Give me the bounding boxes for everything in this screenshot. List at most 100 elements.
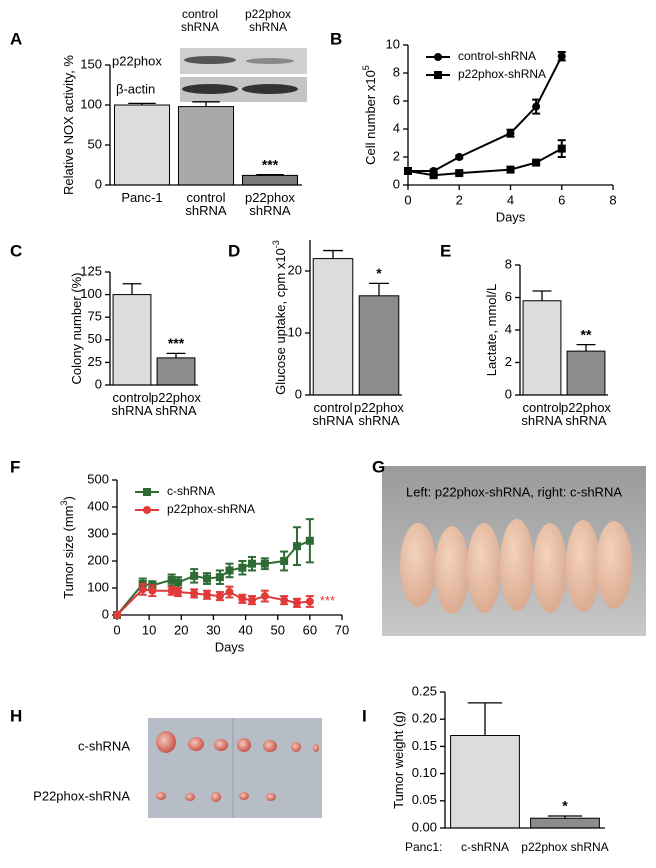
y-axis-label: Cell number x105 <box>361 65 378 165</box>
bar <box>522 300 562 396</box>
data-point <box>429 171 438 180</box>
bar <box>113 104 171 186</box>
data-point <box>557 144 566 153</box>
y-tick-label: 0.10 <box>412 765 437 780</box>
data-point <box>203 574 211 583</box>
significance-label: *** <box>262 156 279 172</box>
x-tick-label: control shRNA <box>521 400 563 428</box>
y-axis-label: Glucose uptake, cpm x10-3 <box>271 240 288 395</box>
y-tick-label: 8 <box>505 256 512 271</box>
y-tick-label: 50 <box>88 331 102 346</box>
y-tick-label: 6 <box>393 92 400 107</box>
data-point <box>190 589 199 598</box>
panel-letter: H <box>10 706 22 725</box>
y-axis-label-part: Tumor weight (g) <box>391 711 406 809</box>
y-tick-label: 20 <box>288 262 302 277</box>
y-axis-label-part: 3 <box>59 500 69 505</box>
y-tick-label: 6 <box>505 289 512 304</box>
data-point <box>305 536 314 545</box>
data-point <box>455 169 464 178</box>
x-prefix-label: Panc1: <box>405 840 442 854</box>
blot-row-label: β-actin <box>116 81 155 96</box>
y-axis-label: Tumor size (mm3) <box>59 496 76 599</box>
legend-marker <box>434 53 442 61</box>
y-axis-label: Colony number (%) <box>69 273 84 385</box>
series-line <box>408 55 563 172</box>
y-tick-label: 0.25 <box>412 683 437 698</box>
x-tick-label: 60 <box>303 622 317 637</box>
data-point <box>225 588 234 597</box>
x-tick-label: 4 <box>507 192 514 207</box>
y-tick-label: 0.20 <box>412 711 437 726</box>
legend-marker <box>143 488 151 496</box>
data-point <box>174 578 183 587</box>
x-tick-label: Panc-1 <box>121 190 162 205</box>
blot-column-label: p22phox shRNA <box>245 7 291 34</box>
x-tick-label: p22phox shRNA <box>151 390 201 418</box>
x-tick-label: 2 <box>456 192 463 207</box>
significance-label: * <box>376 265 382 281</box>
bar <box>112 294 152 386</box>
y-tick-label: 0.15 <box>412 738 437 753</box>
panel-letter: D <box>228 241 240 260</box>
data-point <box>225 566 234 575</box>
x-tick-label: p22phox shRNA <box>561 400 611 428</box>
y-tick-label: 8 <box>393 64 400 79</box>
data-point <box>404 167 412 175</box>
y-tick-label: 0 <box>95 176 102 191</box>
x-tick-label: 20 <box>174 622 188 637</box>
x-tick-label: control shRNA <box>185 190 227 218</box>
significance-label: * <box>562 798 568 814</box>
western-blot <box>180 48 307 102</box>
y-tick-label: 0.05 <box>412 792 437 807</box>
data-point <box>203 590 211 599</box>
panel-letter: C <box>10 241 22 260</box>
legend-marker <box>434 71 442 79</box>
y-tick-label: 0 <box>295 386 302 401</box>
x-tick-label: 10 <box>142 622 156 637</box>
significance-label: ** <box>581 326 592 342</box>
x-axis-label: Days <box>215 639 245 654</box>
data-point <box>167 575 176 584</box>
significance-label: *** <box>168 335 185 351</box>
blot-column-label: control shRNA <box>181 7 219 34</box>
data-point <box>215 592 224 601</box>
row-label: P22phox-shRNA <box>33 788 130 803</box>
legend-label: c-shRNA <box>167 484 215 498</box>
legend-label: control-shRNA <box>458 49 536 63</box>
y-tick-label: 0 <box>102 606 109 621</box>
y-tick-label: 100 <box>80 286 102 301</box>
y-axis-label-part: -3 <box>271 240 281 248</box>
y-tick-label: 300 <box>87 525 109 540</box>
x-tick-label: 40 <box>238 622 252 637</box>
x-tick-label: p22phox shRNA <box>354 400 404 428</box>
data-point <box>532 102 541 111</box>
data-point <box>248 559 256 568</box>
y-tick-label: 50 <box>88 136 102 151</box>
data-point <box>148 586 157 595</box>
data-point <box>215 573 224 582</box>
y-tick-label: 0 <box>95 376 102 391</box>
row-label: c-shRNA <box>78 738 130 753</box>
panel-letter: A <box>10 29 22 48</box>
x-tick-label: 30 <box>206 622 220 637</box>
bar <box>358 295 400 396</box>
bar <box>241 174 299 186</box>
data-point <box>113 611 121 619</box>
series-line <box>407 147 563 177</box>
data-point <box>190 571 199 580</box>
y-tick-label: 150 <box>80 56 102 71</box>
bar <box>530 817 600 829</box>
blot-row-label: p22phox <box>112 53 162 68</box>
x-tick-label: 50 <box>270 622 284 637</box>
y-axis-label-part: Cell number x10 <box>363 70 378 165</box>
data-point <box>138 585 147 594</box>
x-tick-label: p22phox shRNA <box>521 840 608 854</box>
x-tick-label: 6 <box>558 192 565 207</box>
y-axis-label-part: Lactate, mmol/L <box>484 284 499 377</box>
x-tick-label: control shRNA <box>111 390 153 418</box>
y-axis-label: Tumor weight (g) <box>391 711 406 809</box>
data-point <box>280 557 289 565</box>
y-tick-label: 10 <box>288 324 302 339</box>
